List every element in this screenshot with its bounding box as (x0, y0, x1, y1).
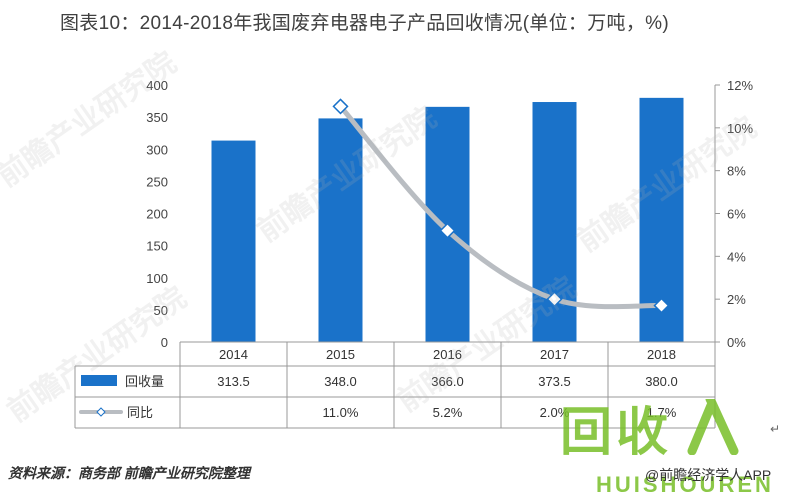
y-left-tick-label: 200 (146, 207, 168, 222)
line-series-yoy (338, 103, 664, 310)
y-left-tick-label: 250 (146, 174, 168, 189)
watermark-logo-text: 回收 (560, 402, 673, 463)
x-tick-label: 2016 (433, 347, 462, 362)
y-left-tick-label: 400 (146, 78, 168, 93)
legend-line-marker (96, 407, 106, 417)
bar-2014 (211, 140, 256, 342)
watermark-latin: HUISHOUREN (596, 472, 774, 497)
y-right-tick-label: 12% (727, 78, 753, 93)
table-cell-yoy: 5.2% (433, 405, 463, 420)
table-cell-volume: 313.5 (217, 374, 250, 389)
legend-bar-label: 回收量 (125, 374, 164, 389)
y-left-tick-label: 150 (146, 239, 168, 254)
y-right-tick-label: 8% (727, 164, 746, 179)
source-note: 资料来源：商务部 前瞻产业研究院整理 (8, 465, 250, 481)
y-left-tick-label: 350 (146, 110, 168, 125)
x-tick-label: 2017 (540, 347, 569, 362)
watermark-logo: 回收 (560, 398, 760, 463)
line-marker (439, 222, 456, 239)
y-left-tick-label: 300 (146, 142, 168, 157)
y-right-tick-label: 4% (727, 249, 746, 264)
table-cell-yoy: 11.0% (323, 405, 359, 420)
table-cell-volume: 380.0 (645, 374, 678, 389)
table-cell-yoy: 1.7% (647, 405, 677, 420)
line-marker (653, 297, 670, 314)
legend-line-label: 同比 (127, 405, 153, 420)
x-tick-label: 2018 (647, 347, 676, 362)
table-cell-yoy: 2.0% (540, 405, 570, 420)
y-left-tick-label: 100 (146, 271, 168, 286)
line-marker (332, 98, 349, 115)
return-glyph-icon: ↵ (770, 422, 781, 436)
table-cell-volume: 348.0 (324, 374, 357, 389)
table-cell-volume: 373.5 (538, 374, 571, 389)
legend-bar-swatch (81, 375, 117, 386)
y-right-tick-label: 6% (727, 207, 746, 222)
line-marker (546, 291, 563, 308)
y-left-tick-label: 50 (154, 303, 168, 318)
chart-title: 图表10：2014-2018年我国废弃电器电子产品回收情况(单位：万吨，%) (60, 13, 669, 34)
watermark-person-icon (687, 399, 739, 455)
credit-note: @前瞻经济学人APP (645, 467, 772, 483)
y-left-tick-label: 0 (161, 335, 168, 350)
y-right-tick-label: 2% (727, 292, 746, 307)
x-tick-label: 2014 (219, 347, 248, 362)
y-right-tick-label: 0% (727, 335, 746, 350)
x-tick-label: 2015 (326, 347, 355, 362)
y-right-tick-label: 10% (727, 121, 753, 136)
table-cell-volume: 366.0 (431, 374, 464, 389)
bar-2015 (318, 118, 363, 342)
